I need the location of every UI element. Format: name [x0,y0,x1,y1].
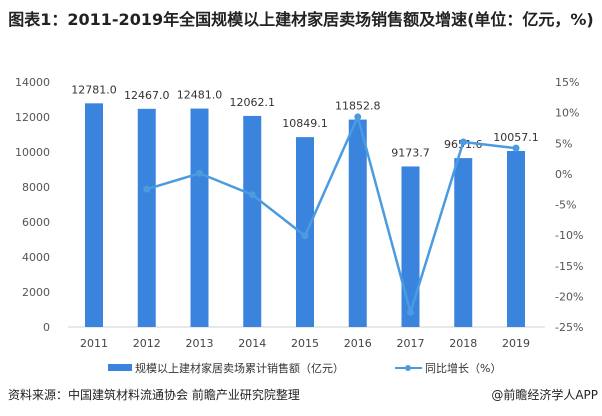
growth-point [459,138,467,146]
x-tick-label: 2013 [186,337,214,350]
bar-2019 [507,151,525,327]
bar-data-label: 10057.1 [493,131,539,144]
bar-2011 [85,103,103,328]
x-tick-label: 2012 [133,337,161,350]
x-tick-label: 2018 [449,337,477,350]
bar-data-label: 12481.0 [177,89,223,102]
bar-2014 [243,115,262,327]
bar-data-label: 11852.8 [335,100,381,113]
bar-data-label: 12781.0 [71,83,117,96]
growth-point [248,191,256,199]
right-tick-label: -10% [555,229,583,242]
x-tick-label: 2016 [344,337,372,350]
left-tick-label: 0 [43,321,50,334]
chart-title: 图表1：2011-2019年全国规模以上建材家居卖场销售额及增速(单位：亿元，%… [8,10,594,29]
bar-data-label: 12062.1 [230,96,276,109]
left-tick-label: 14000 [15,76,50,89]
right-tick-label: -25% [555,321,583,334]
growth-line [146,113,517,317]
growth-point [512,144,520,152]
left-tick-label: 12000 [15,111,50,124]
legend-bar-label: 规模以上建材家居卖场累计销售额（亿元） [135,361,344,375]
brand-note: @前瞻经济学人APP [491,388,598,402]
left-tick-label: 8000 [22,181,50,194]
x-tick-label: 2019 [502,337,530,350]
bar-2017 [401,166,420,327]
bar-2016 [348,119,367,328]
right-tick-label: 10% [555,107,579,120]
x-tick-label: 2017 [397,337,425,350]
growth-point [143,185,151,193]
growth-point [354,113,362,121]
growth-point [407,308,414,316]
growth-point [196,169,203,177]
bar-data-label: 12467.0 [124,89,170,102]
left-tick-label: 4000 [22,251,50,264]
legend-line-label: 同比增长（%） [425,361,501,375]
bar-data-label: 9173.7 [391,146,430,159]
bar-2013 [190,108,209,328]
right-tick-label: 15% [555,76,579,89]
left-tick-label: 2000 [22,286,50,299]
legend-line-marker [405,365,411,371]
right-tick-label: 0% [555,168,572,181]
bar-2018 [454,158,473,327]
growth-point [301,232,309,240]
x-tick-label: 2014 [238,337,266,350]
bar-2012 [137,108,156,327]
right-tick-label: -20% [555,290,583,303]
left-tick-label: 10000 [15,146,50,159]
source-note: 资料来源：中国建筑材料流通协会 前瞻产业研究院整理 [8,388,300,402]
x-tick-label: 2011 [80,337,108,350]
legend-bar-swatch [108,364,132,371]
x-tick-label: 2015 [291,337,319,350]
left-tick-label: 6000 [22,216,50,229]
bar-2015 [296,137,314,327]
bar-data-label: 10849.1 [282,117,328,130]
right-tick-label: -5% [555,199,576,212]
right-tick-label: -15% [555,260,583,273]
right-tick-label: 5% [555,137,572,150]
